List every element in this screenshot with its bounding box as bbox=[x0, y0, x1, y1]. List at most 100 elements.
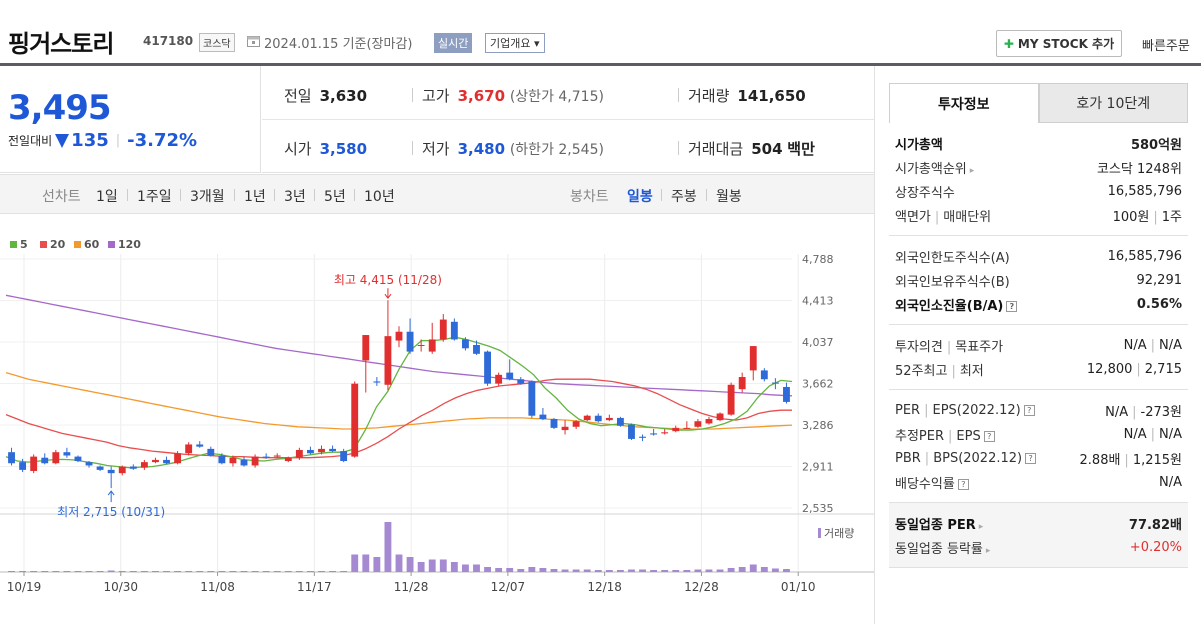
volume-bar bbox=[207, 571, 215, 572]
volume-bar bbox=[539, 568, 547, 572]
candle-body bbox=[484, 351, 491, 384]
volume-bar bbox=[307, 571, 314, 572]
low-arrow-head bbox=[107, 490, 115, 496]
candle-body bbox=[152, 459, 159, 463]
info-tabs: 투자정보 호가 10단계 bbox=[889, 83, 1188, 123]
volume-bar bbox=[561, 569, 569, 572]
add-my-stock-button[interactable]: ✚ MY STOCK 추가 bbox=[996, 30, 1122, 57]
info-row: 추정PER | EPS? N/A | N/A bbox=[895, 426, 1182, 444]
candle-monthly[interactable]: 월봉 bbox=[716, 189, 742, 205]
period-1y[interactable]: 1년 bbox=[244, 189, 266, 205]
volume-bar bbox=[384, 522, 392, 572]
info-row[interactable]: 동일업종 등락률 ▸ +0.20% bbox=[889, 535, 1188, 559]
volume-bar bbox=[783, 569, 790, 572]
help-icon[interactable]: ? bbox=[957, 478, 969, 490]
divider bbox=[234, 189, 235, 201]
volume-value: 141,650 bbox=[737, 87, 806, 105]
info-row: 시가총액 580억원 bbox=[889, 131, 1188, 155]
candle-body bbox=[384, 336, 392, 385]
turnover-cell: 거래대금 504 백만 bbox=[688, 138, 815, 159]
volume-bar bbox=[8, 571, 15, 572]
period-10y[interactable]: 10년 bbox=[364, 189, 395, 205]
volume-bar bbox=[439, 559, 447, 572]
divider bbox=[314, 189, 315, 201]
candle-body bbox=[185, 444, 193, 454]
company-info-dropdown[interactable]: 기업개요 ▾ bbox=[485, 33, 545, 53]
candle-body bbox=[771, 382, 779, 384]
y-tick-label: 2,535 bbox=[802, 502, 834, 515]
period-5y[interactable]: 5년 bbox=[324, 189, 346, 205]
high-arrow-head bbox=[384, 293, 392, 300]
ma-line-ma60 bbox=[5, 371, 793, 430]
candle-body bbox=[539, 414, 547, 420]
legend-label: 60 bbox=[84, 238, 100, 251]
high-cell: 고가 3,670 (상한가 4,715) bbox=[422, 85, 604, 106]
foreign-holding-label: 외국인보유주식수(B) bbox=[895, 274, 1010, 290]
candle-body bbox=[694, 421, 702, 427]
volume-bar bbox=[583, 569, 591, 572]
open-cell: 시가 3,580 bbox=[284, 138, 367, 159]
volume-bar bbox=[760, 567, 768, 572]
volume-bar bbox=[373, 557, 381, 572]
face-value: 100원 bbox=[1112, 209, 1150, 225]
open-value: 3,580 bbox=[319, 140, 368, 158]
stock-code: 417180 bbox=[143, 34, 194, 48]
turnover-value: 504 bbox=[751, 140, 783, 158]
volume-bar bbox=[74, 571, 82, 572]
x-tick-label: 12/28 bbox=[684, 580, 719, 594]
help-icon[interactable]: ? bbox=[983, 430, 995, 442]
candle-body bbox=[749, 346, 757, 371]
info-table: 시가총액 580억원 시가총액순위 ▸ 코스닥 1248위 상장주식수 16,585,7… bbox=[889, 123, 1188, 568]
candle-daily[interactable]: 일봉 bbox=[627, 189, 653, 205]
volume-bar bbox=[628, 569, 635, 572]
period-3y[interactable]: 3년 bbox=[284, 189, 306, 205]
current-price: 3,495 bbox=[8, 88, 112, 128]
volume-bar bbox=[129, 571, 137, 572]
divider: | bbox=[115, 133, 121, 148]
volume-bar bbox=[450, 562, 458, 572]
volume-bar bbox=[672, 570, 680, 572]
period-1w[interactable]: 1주일 bbox=[137, 189, 172, 205]
high-value: 3,670 bbox=[457, 87, 506, 105]
y-tick-label: 4,788 bbox=[802, 253, 834, 266]
info-row[interactable]: 시가총액순위 ▸ 코스닥 1248위 bbox=[889, 155, 1188, 179]
period-1d[interactable]: 1일 bbox=[96, 189, 118, 205]
stock-chart[interactable]: 4,788 4,413 4,037 3,662 3,286 2,911 2,535 5 20 60… bbox=[0, 214, 874, 624]
candle-body bbox=[351, 383, 359, 457]
diff-label: 전일대비 bbox=[8, 134, 53, 148]
quick-order-link[interactable]: 빠른주문 bbox=[1142, 39, 1190, 54]
dividend-yield-label: 배당수익률 bbox=[895, 476, 955, 492]
pbr-label: PBR bbox=[895, 450, 921, 466]
volume-bar bbox=[118, 571, 126, 572]
info-row[interactable]: 동일업종 PER ▸ 77.82배 bbox=[889, 511, 1188, 535]
divider bbox=[354, 189, 355, 201]
tab-orderbook[interactable]: 호가 10단계 bbox=[1038, 83, 1188, 123]
foreign-exhaust-label: 외국인소진율(B/A) bbox=[895, 298, 1004, 314]
add-my-stock-label: MY STOCK 추가 bbox=[1017, 37, 1115, 51]
volume-bar bbox=[196, 571, 204, 572]
tab-investment-info[interactable]: 투자정보 bbox=[889, 83, 1039, 123]
candle-body bbox=[528, 381, 536, 416]
period-3m[interactable]: 3개월 bbox=[190, 189, 225, 205]
divider bbox=[706, 189, 707, 201]
legend-label: 20 bbox=[50, 238, 66, 251]
legend-swatch bbox=[74, 241, 81, 248]
help-icon[interactable]: ? bbox=[1006, 300, 1018, 312]
header-divider bbox=[0, 63, 1201, 66]
volume-bar bbox=[185, 571, 193, 572]
base-date: 2024.01.15 기준(장마감) bbox=[264, 37, 413, 52]
candle-body bbox=[19, 462, 27, 470]
help-icon[interactable]: ? bbox=[1023, 404, 1035, 416]
help-icon[interactable]: ? bbox=[1025, 452, 1037, 464]
volume-bar bbox=[85, 571, 93, 572]
volume-bar bbox=[96, 571, 104, 572]
realtime-button[interactable]: 실시간 bbox=[434, 33, 473, 53]
legend-label: 5 bbox=[20, 238, 28, 251]
candle-body bbox=[262, 456, 270, 458]
info-row: 배당수익률? N/A bbox=[889, 470, 1188, 494]
candle-body bbox=[583, 415, 591, 421]
opinion-section: 투자의견 | 목표주가 N/A | N/A 52주최고 | 최저 12,800 | 2,715 bbox=[889, 325, 1188, 390]
candle-body bbox=[163, 459, 170, 464]
info-row: 액면가 | 매매단위 100원 | 1주 bbox=[895, 209, 1182, 225]
candle-weekly[interactable]: 주봉 bbox=[671, 189, 697, 205]
